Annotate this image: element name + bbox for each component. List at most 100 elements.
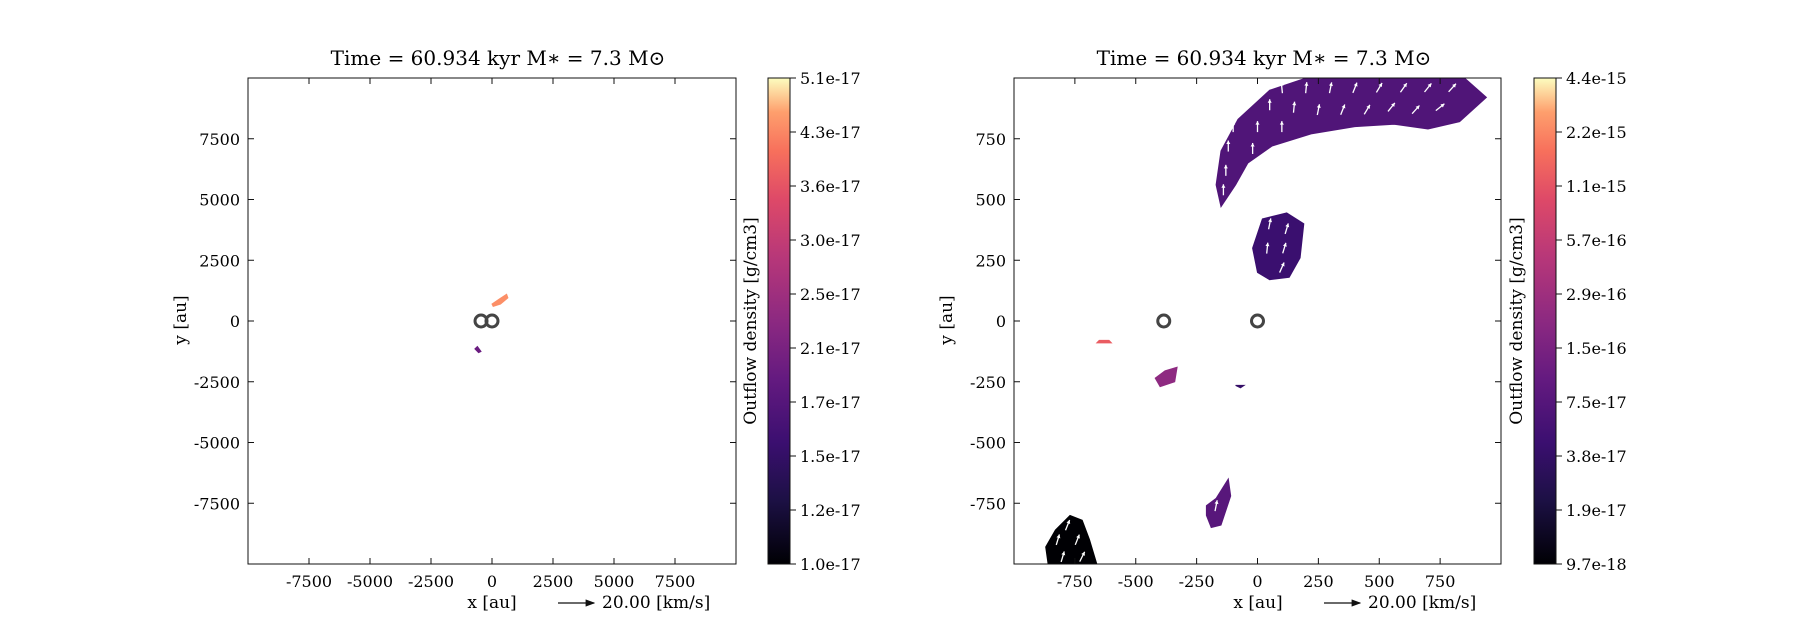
y-tick-label: 0 <box>996 312 1006 331</box>
left-outflow-blobs <box>474 293 509 354</box>
sink-marker <box>1250 313 1265 329</box>
right-velocity-arrows <box>1055 82 1457 563</box>
velocity-arrow-head <box>1268 218 1273 223</box>
velocity-arrow-head <box>1255 121 1260 125</box>
sink-marker <box>484 313 500 329</box>
x-tick-label: 750 <box>1425 572 1456 591</box>
right-y-axis-label: y [au] <box>937 295 957 345</box>
velocity-arrow-head <box>1304 82 1309 86</box>
x-tick-label: 2500 <box>533 572 574 591</box>
colorbar-tick-label: 9.7e-18 <box>1566 555 1627 574</box>
left-sink-markers <box>473 313 500 329</box>
colorbar-tick-label: 1.7e-17 <box>800 393 861 412</box>
velocity-arrow-head <box>1081 551 1085 556</box>
left-title: Time = 60.934 kyr M∗ = 7.3 M⊙ <box>331 46 666 70</box>
colorbar-tick-label: 4.3e-17 <box>800 123 861 142</box>
colorbar-tick-label: 3.0e-17 <box>800 231 861 250</box>
velocity-arrow-head <box>1214 500 1219 505</box>
velocity-arrow-head <box>1231 121 1236 125</box>
right-quiver-key-label: 20.00 [km/s] <box>1368 593 1476 613</box>
outflow-blob <box>1045 514 1098 565</box>
left-panel: Time = 60.934 kyr M∗ = 7.3 M⊙ -7500 -5000… <box>171 46 861 613</box>
x-tick-label: -250 <box>1179 572 1215 591</box>
left-x-ticks: -7500 -5000 -2500 0 2500 5000 7500 <box>286 78 695 591</box>
velocity-arrow-head <box>1292 101 1297 106</box>
y-tick-label: -750 <box>970 494 1006 513</box>
colorbar-tick-label: 1.9e-17 <box>1566 501 1627 520</box>
velocity-arrow-head <box>1280 262 1285 267</box>
y-tick-label: 7500 <box>199 130 240 149</box>
right-colorbar-label: Outflow density [g/cm3] <box>1507 217 1527 424</box>
velocity-arrow-head <box>1265 242 1270 247</box>
velocity-arrow-head <box>1378 83 1383 88</box>
colorbar-tick-label: 7.5e-17 <box>1566 393 1627 412</box>
left-y-axis-label: y [au] <box>171 295 191 345</box>
velocity-arrow-head <box>1440 103 1445 108</box>
colorbar-tick-label: 2.5e-17 <box>800 285 861 304</box>
colorbar-tick-label: 1.2e-17 <box>800 501 861 520</box>
x-tick-label: -7500 <box>286 572 332 591</box>
right-x-axis-label: x [au] <box>1233 593 1282 613</box>
outflow-blob <box>1154 366 1178 388</box>
outflow-blob <box>1095 339 1113 344</box>
velocity-arrow-head <box>1341 104 1346 109</box>
velocity-arrow-head <box>1353 82 1358 87</box>
velocity-arrow-head <box>1221 184 1226 188</box>
colorbar-tick-label: 3.8e-17 <box>1566 447 1627 466</box>
outflow-blob <box>1235 384 1246 389</box>
y-tick-label: 5000 <box>199 191 240 210</box>
velocity-arrow-head <box>1285 223 1290 228</box>
outflow-blob <box>474 345 482 354</box>
velocity-arrow-head <box>1267 99 1272 103</box>
left-plot-area <box>247 77 737 565</box>
x-tick-label: -2500 <box>408 572 454 591</box>
left-colorbar-gradient <box>767 77 791 565</box>
right-y-ticks: -750 -500 -250 0 250 500 750 <box>970 130 1501 513</box>
colorbar-tick-label: 1.0e-17 <box>800 555 861 574</box>
right-outflow-blobs <box>1045 77 1488 565</box>
y-tick-label: 500 <box>975 191 1006 210</box>
right-title: Time = 60.934 kyr M∗ = 7.3 M⊙ <box>1097 46 1432 70</box>
velocity-arrow-head <box>1056 534 1061 539</box>
velocity-arrow-head <box>1452 83 1456 88</box>
velocity-arrow-head <box>1076 534 1080 539</box>
velocity-arrow-head <box>1243 99 1248 103</box>
colorbar-tick-label: 1.1e-15 <box>1566 177 1627 196</box>
velocity-arrow-head <box>1223 164 1228 169</box>
right-colorbar-gradient <box>1533 77 1557 565</box>
right-panel: Time = 60.934 kyr M∗ = 7.3 M⊙ -750 -500 -2… <box>937 46 1627 613</box>
left-x-axis-label: x [au] <box>467 593 516 613</box>
outflow-blob <box>1215 77 1488 209</box>
velocity-arrow-head <box>1226 140 1231 145</box>
colorbar-tick-label: 1.5e-16 <box>1566 339 1627 358</box>
velocity-arrow-head <box>1279 82 1284 86</box>
velocity-arrow-head <box>1403 83 1407 88</box>
left-colorbar-ticks: 1.0e-17 1.2e-17 1.5e-17 1.7e-17 2.1e-17 2.5e-… <box>790 69 861 574</box>
outflow-blob <box>1252 212 1305 281</box>
colorbar-tick-label: 5.1e-17 <box>800 69 861 88</box>
sink-marker <box>1156 313 1172 329</box>
outflow-blob <box>1205 477 1232 529</box>
y-tick-label: -250 <box>970 373 1006 392</box>
velocity-arrow-head <box>1427 83 1432 88</box>
x-tick-label: 7500 <box>655 572 696 591</box>
right-x-ticks: -750 -500 -250 0 250 500 750 <box>1057 78 1456 591</box>
colorbar-tick-label: 1.5e-17 <box>800 447 861 466</box>
y-tick-label: 250 <box>975 251 1006 270</box>
velocity-arrow-head <box>1279 121 1284 125</box>
colorbar-tick-label: 3.6e-17 <box>800 177 861 196</box>
y-tick-label: -500 <box>970 434 1006 453</box>
x-tick-label: 500 <box>1364 572 1395 591</box>
velocity-arrow-head <box>1282 242 1287 247</box>
x-tick-label: 5000 <box>594 572 635 591</box>
colorbar-tick-label: 4.4e-15 <box>1566 69 1627 88</box>
y-tick-label: -5000 <box>194 434 240 453</box>
x-tick-label: 250 <box>1303 572 1334 591</box>
x-tick-label: -500 <box>1118 572 1154 591</box>
x-tick-label: 0 <box>487 572 497 591</box>
left-axes-frame <box>247 77 737 565</box>
colorbar-tick-label: 2.2e-15 <box>1566 123 1627 142</box>
velocity-arrow-head <box>1316 104 1321 109</box>
velocity-arrow-head <box>1328 82 1333 87</box>
right-sink-markers <box>1156 313 1265 329</box>
